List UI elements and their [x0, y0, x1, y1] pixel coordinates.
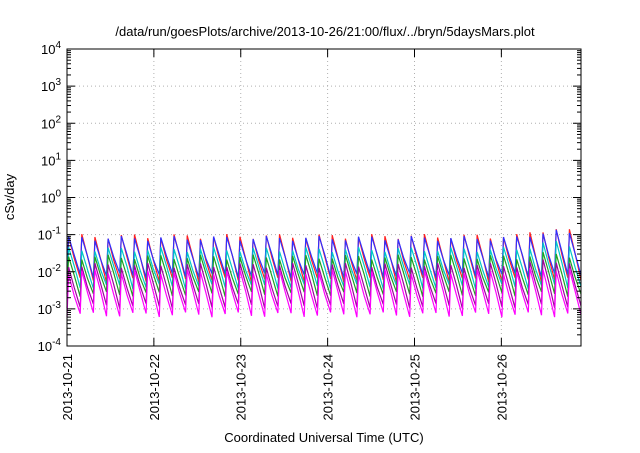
- x-tick-label: 2013-10-25: [407, 354, 422, 421]
- y-tick-label: 103: [41, 77, 61, 94]
- y-tick-label: 10-3: [38, 300, 62, 317]
- y-tick-label: 10-4: [38, 337, 62, 354]
- series-line: [66, 259, 582, 309]
- x-tick-label: 2013-10-23: [234, 354, 249, 421]
- x-tick-label: 2013-10-22: [147, 354, 162, 421]
- y-axis-label: cSv/day: [2, 173, 17, 220]
- x-tick-label: 2013-10-24: [321, 354, 336, 421]
- series-line: [66, 251, 582, 297]
- y-tick-label: 104: [41, 40, 61, 57]
- y-tick-label: 102: [41, 114, 61, 131]
- y-tick-label: 10-2: [38, 263, 62, 280]
- x-tick-label: 2013-10-26: [494, 354, 509, 421]
- y-tick-label: 10-1: [38, 226, 62, 243]
- series-line: [66, 229, 582, 279]
- x-axis-label: Coordinated Universal Time (UTC): [224, 430, 423, 445]
- y-tick-label: 101: [41, 151, 61, 168]
- x-tick-label: 2013-10-21: [60, 354, 75, 421]
- tick-layer: 10-4 10-3 10-2 10-1 100 101 102 103 104 2013-10-2…: [38, 40, 581, 421]
- series-line: [66, 240, 582, 290]
- y-tick-label: 100: [41, 189, 61, 206]
- series-line: [66, 267, 582, 318]
- chart-title: /data/run/goesPlots/archive/2013-10-26/2…: [115, 24, 535, 39]
- grid-layer: [67, 49, 581, 346]
- series-layer: [66, 229, 582, 318]
